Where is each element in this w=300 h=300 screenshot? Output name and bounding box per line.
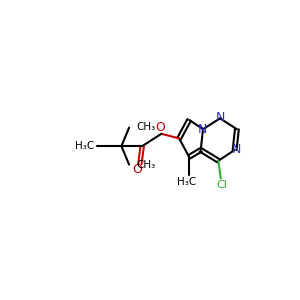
Text: O: O xyxy=(132,164,142,176)
Text: H₃C: H₃C xyxy=(75,141,94,151)
Text: N: N xyxy=(232,143,242,157)
Text: H₃C: H₃C xyxy=(177,177,196,187)
Text: N: N xyxy=(216,111,225,124)
Text: Cl: Cl xyxy=(216,180,227,190)
Text: O: O xyxy=(155,121,165,134)
Text: N: N xyxy=(198,123,207,136)
Text: CH₃: CH₃ xyxy=(137,160,156,170)
Text: CH₃: CH₃ xyxy=(137,122,156,132)
